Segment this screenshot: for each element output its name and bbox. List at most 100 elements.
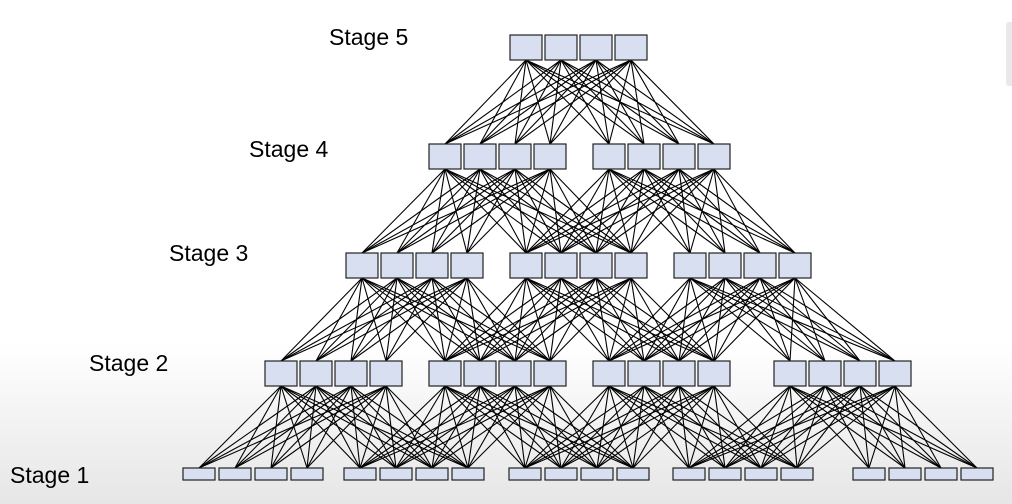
switch-node-stage-1 [744,467,778,481]
link-line [596,385,610,469]
link-line [467,385,516,469]
link-line [794,277,896,362]
switch-node-stage-3 [778,252,812,279]
switch-node-stage-4 [662,143,696,170]
switch-node-stage-1 [780,467,814,481]
link-line [444,59,527,145]
link-line [431,277,551,362]
link-line [385,385,469,469]
link-line [280,385,361,469]
switch-node-stage-4 [463,143,497,170]
link-line [444,385,562,469]
switch-node-stage-4 [428,143,462,170]
link-line [643,385,798,469]
link-line [361,277,446,362]
link-line [608,385,798,469]
link-line [549,168,632,254]
link-line [444,168,468,254]
switch-node-stage-2 [592,360,626,387]
link-line [444,168,527,254]
link-line [466,168,551,254]
switch-node-stage-1 [544,467,578,481]
stage-1-label: Stage 1 [10,462,90,488]
link-line [525,277,645,362]
link-line [444,168,597,254]
link-line [525,168,610,254]
switch-node-stage-1 [182,467,216,481]
link-line [280,385,397,469]
stage-4-label: Stage 4 [249,136,329,162]
switch-node-stage-3 [673,252,707,279]
link-line [525,59,610,145]
link-line [525,59,551,145]
link-line [467,385,551,469]
link-line [479,385,634,469]
link-line [630,277,715,362]
link-line [444,277,527,362]
link-line [444,168,562,254]
switch-node-stage-3 [509,252,543,279]
link-line [525,277,680,362]
switch-node-stage-4 [627,143,661,170]
link-line [643,277,691,362]
link-line [894,385,978,469]
stage-2-label: Stage 2 [89,350,169,376]
edge-tab [1006,22,1012,86]
link-line [549,59,632,145]
switch-node-stage-3 [579,252,613,279]
switch-node-stage-4 [533,143,567,170]
link-line [689,277,826,362]
link-line [560,385,610,469]
link-line [549,277,597,362]
link-line [466,168,516,254]
switch-node-stage-2 [428,360,462,387]
link-line [514,277,527,362]
link-line [396,168,446,254]
link-line [525,277,610,362]
link-line [524,385,610,469]
link-line [385,277,468,362]
link-line [444,168,632,254]
switches-layer [182,34,994,481]
link-line [632,385,680,469]
link-line [595,168,610,254]
link-line [549,385,634,469]
link-line [385,277,433,362]
link-line [315,385,469,469]
link-line [724,277,896,362]
link-line [630,168,645,254]
link-line [361,277,551,362]
switch-node-stage-3 [450,252,484,279]
link-line [759,277,896,362]
link-line [595,59,715,145]
link-line [306,385,317,469]
switch-node-stage-1 [852,467,886,481]
link-line [525,277,551,362]
link-line [361,277,516,362]
link-line [514,168,632,254]
switch-node-stage-3 [380,252,414,279]
link-line [608,385,634,469]
switch-node-stage-2 [463,360,497,387]
switch-node-stage-1 [508,467,542,481]
switch-node-stage-2 [498,360,532,387]
stage-3-label: Stage 3 [169,240,249,266]
link-line [608,385,726,469]
link-line [608,385,690,469]
link-line [608,168,761,254]
switch-node-stage-1 [415,467,449,481]
link-line [479,277,527,362]
link-line [514,385,634,469]
link-line [431,168,446,254]
link-line [632,385,715,469]
link-line [643,168,796,254]
link-line [789,385,978,469]
link-line [280,385,433,469]
switch-node-stage-3 [708,252,742,279]
link-line [678,277,691,362]
switch-node-stage-1 [616,467,650,481]
link-line [361,277,387,362]
switch-node-stage-1 [343,467,377,481]
link-line [280,385,308,469]
